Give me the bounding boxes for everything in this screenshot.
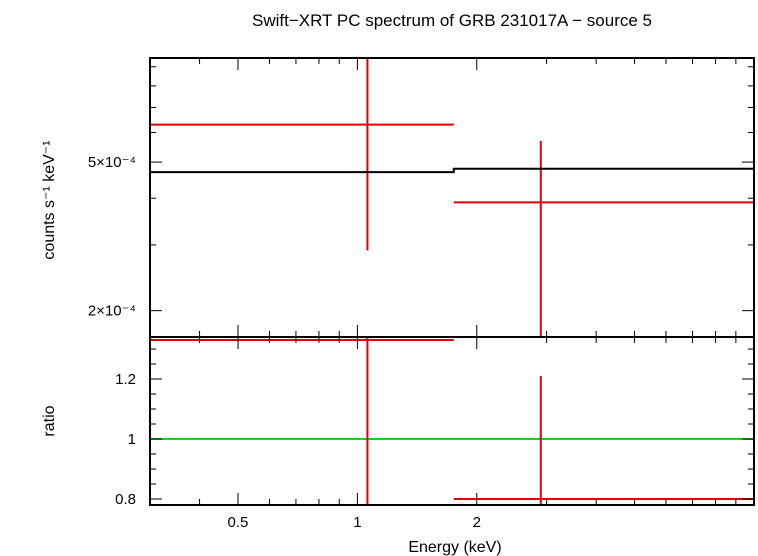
spectrum-y-tick-label: 5×10⁻⁴ — [88, 154, 136, 171]
spectrum-panel: 5×10⁻⁴ 2×10⁻⁴ — [88, 57, 755, 338]
spectrum-frame — [149, 57, 755, 338]
ratio-y-tick-label: 1 — [128, 431, 136, 448]
x-tick-label: 1 — [353, 514, 361, 531]
x-axis-label: Energy (keV) — [408, 539, 501, 556]
ratio-plot-area — [150, 337, 754, 505]
model-step-line — [150, 167, 754, 174]
x-tick-label: 0.5 — [228, 514, 249, 531]
chart-title: Swift−XRT PC spectrum of GRB 231017A − s… — [252, 11, 652, 30]
x-tick-label: 2 — [473, 514, 481, 531]
spectrum-y-axis-label: counts s⁻¹ keV⁻¹ — [41, 140, 58, 259]
ratio-y-tick-label: 0.8 — [115, 491, 136, 508]
ratio-frame — [149, 336, 755, 506]
spectrum-plot-area — [150, 58, 754, 337]
ratio-y-tick-label: 1.2 — [115, 371, 136, 388]
ratio-panel: 0.8 1 1.2 0.5 1 2 — [115, 336, 755, 531]
ratio-y-axis-label: ratio — [41, 405, 58, 436]
spectrum-y-tick-label: 2×10⁻⁴ — [88, 303, 136, 320]
